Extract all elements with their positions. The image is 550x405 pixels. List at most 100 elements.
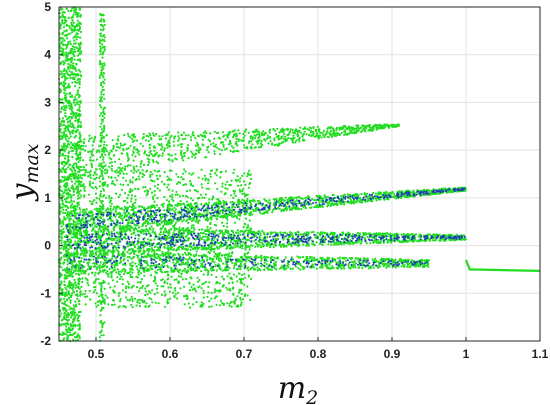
scatter-point-outer	[213, 130, 216, 133]
scatter-point-outer	[117, 272, 120, 275]
scatter-point-outer	[101, 62, 104, 66]
scatter-point-outer	[75, 205, 79, 208]
scatter-point-outer	[68, 189, 72, 192]
scatter-point-outer	[64, 75, 67, 78]
scatter-point-outer	[190, 150, 193, 153]
scatter-point-outer	[195, 149, 198, 152]
scatter-point-outer	[104, 181, 107, 184]
scatter-point-outer	[89, 150, 92, 153]
scatter-point-outer	[67, 160, 70, 163]
scatter-point-outer	[152, 280, 155, 283]
scatter-point-outer	[74, 236, 77, 239]
scatter-point-outer	[75, 69, 78, 72]
scatter-point-outer	[272, 209, 275, 212]
scatter-point-outer	[110, 150, 113, 153]
scatter-point-outer	[75, 81, 78, 84]
scatter-point-outer	[76, 74, 79, 77]
scatter-point-outer	[84, 168, 87, 172]
scatter-point-outer	[229, 150, 232, 153]
scatter-point-outer	[197, 176, 200, 179]
scatter-point-outer	[223, 207, 226, 210]
scatter-point-outer	[108, 153, 111, 156]
scatter-point-outer	[59, 122, 62, 125]
scatter-point-outer	[240, 273, 244, 277]
scatter-points	[57, 6, 467, 343]
scatter-point-outer	[243, 252, 247, 255]
scatter-point-outer	[67, 41, 70, 44]
scatter-point-outer	[144, 294, 147, 297]
scatter-point-outer	[213, 288, 217, 291]
scatter-point-outer	[74, 112, 77, 115]
scatter-point-outer	[241, 204, 244, 207]
scatter-point-outer	[136, 299, 139, 302]
scatter-point-outer	[158, 135, 161, 138]
scatter-point-outer	[177, 139, 180, 142]
scatter-point-outer	[103, 39, 106, 42]
scatter-point-outer	[60, 333, 63, 336]
scatter-point-outer	[88, 193, 91, 196]
scatter-point-outer	[59, 73, 62, 76]
scatter-point-outer	[391, 126, 394, 129]
scatter-point-outer	[83, 138, 86, 141]
scatter-point-outer	[198, 219, 201, 222]
scatter-point-outer	[241, 139, 244, 143]
scatter-point-outer	[125, 285, 128, 288]
scatter-point-outer	[142, 163, 146, 166]
scatter-point-outer	[149, 187, 152, 190]
scatter-point-outer	[104, 164, 107, 167]
scatter-point-outer	[244, 223, 247, 226]
scatter-point-outer	[73, 42, 76, 45]
scatter-point-outer	[88, 134, 91, 137]
scatter-point-outer	[145, 134, 148, 137]
scatter-point-outer	[186, 295, 189, 298]
scatter-point-outer	[164, 305, 167, 308]
scatter-point-outer	[72, 164, 75, 167]
scatter-point-outer	[280, 209, 283, 213]
scatter-point-outer	[219, 257, 222, 260]
scatter-point-outer	[268, 136, 271, 139]
scatter-point-outer	[80, 285, 83, 288]
scatter-point-outer	[79, 291, 82, 294]
scatter-point-outer	[78, 192, 81, 195]
scatter-point-outer	[242, 225, 245, 229]
scatter-point-outer	[192, 303, 195, 306]
scatter-point-outer	[101, 56, 104, 59]
scatter-point-outer	[195, 220, 198, 223]
scatter-point-outer	[167, 153, 170, 156]
scatter-point-outer	[119, 163, 122, 166]
scatter-point-outer	[65, 288, 68, 291]
scatter-point-outer	[67, 62, 70, 65]
scatter-point-outer	[135, 165, 138, 168]
scatter-point-outer	[219, 153, 222, 156]
scatter-point-outer	[126, 280, 129, 283]
scatter-point-outer	[79, 13, 82, 17]
scatter-point-outer	[74, 42, 77, 45]
scatter-point-outer	[73, 136, 76, 139]
scatter-point-outer	[65, 325, 68, 328]
scatter-point-outer	[70, 105, 73, 108]
scatter-point-outer	[202, 144, 205, 147]
scatter-point-outer	[61, 162, 64, 165]
scatter-point-outer	[299, 196, 302, 199]
scatter-point-outer	[71, 7, 74, 10]
scatter-point-outer	[66, 184, 69, 187]
scatter-point-outer	[167, 286, 170, 289]
scatter-point-outer	[84, 295, 87, 298]
scatter-point-outer	[158, 206, 161, 210]
scatter-point-outer	[100, 66, 103, 69]
scatter-point-outer	[76, 103, 79, 106]
scatter-point-outer	[192, 242, 195, 245]
scatter-point-outer	[100, 308, 103, 311]
scatter-point-outer	[197, 134, 200, 137]
scatter-point-outer	[77, 22, 80, 25]
scatter-point-outer	[62, 203, 65, 206]
scatter-point-outer	[115, 239, 118, 242]
scatter-point-outer	[350, 127, 353, 130]
scatter-point-outer	[63, 171, 67, 174]
scatter-point-outer	[153, 180, 156, 183]
scatter-point-outer	[379, 126, 383, 129]
scatter-point-outer	[65, 318, 68, 321]
scatter-point-outer	[148, 218, 151, 221]
scatter-point-outer	[103, 126, 106, 129]
scatter-point-outer	[75, 116, 78, 119]
